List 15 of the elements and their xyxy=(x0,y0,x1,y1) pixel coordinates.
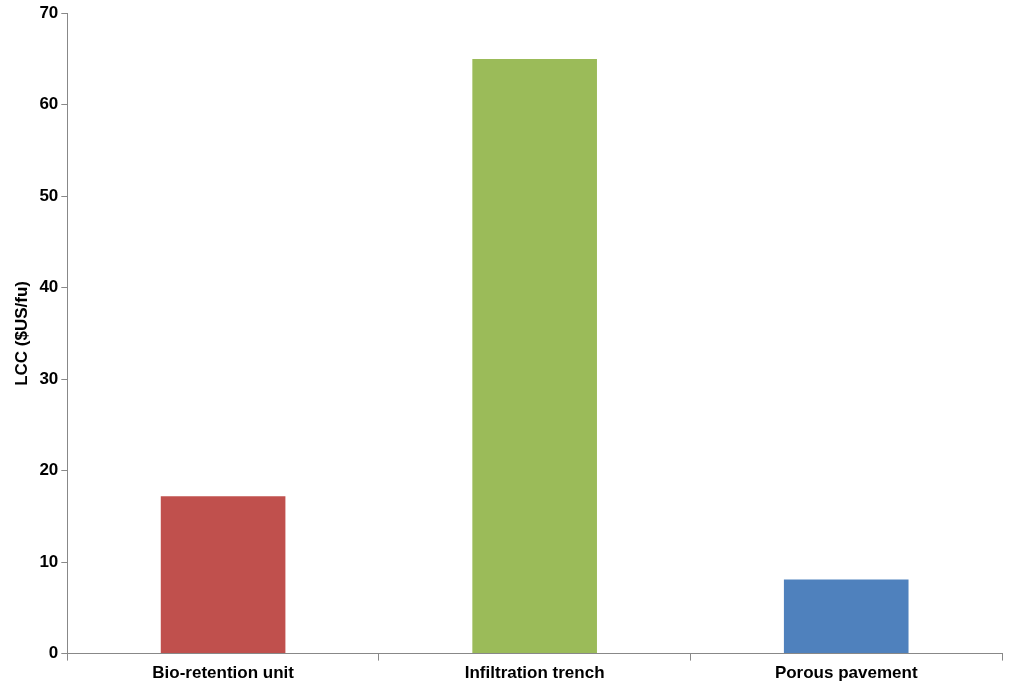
y-axis-title: LCC ($US/fu) xyxy=(11,280,31,386)
y-tick-label: 40 xyxy=(39,277,59,297)
x-tick-label: Porous pavement xyxy=(774,663,918,683)
y-tick-label: 70 xyxy=(39,2,59,22)
y-tick-label: 30 xyxy=(39,368,59,388)
y-tick-label: 20 xyxy=(39,460,59,480)
y-tick-label: 50 xyxy=(39,185,59,205)
x-tick-label: Infiltration trench xyxy=(464,663,605,683)
y-tick-label: 60 xyxy=(39,94,59,114)
bar xyxy=(783,579,909,654)
y-tick-label: 10 xyxy=(39,551,59,571)
bar xyxy=(472,58,597,654)
y-tick-label: 0 xyxy=(48,643,59,663)
bar xyxy=(160,496,286,654)
x-tick-label: Bio-retention unit xyxy=(152,663,295,683)
